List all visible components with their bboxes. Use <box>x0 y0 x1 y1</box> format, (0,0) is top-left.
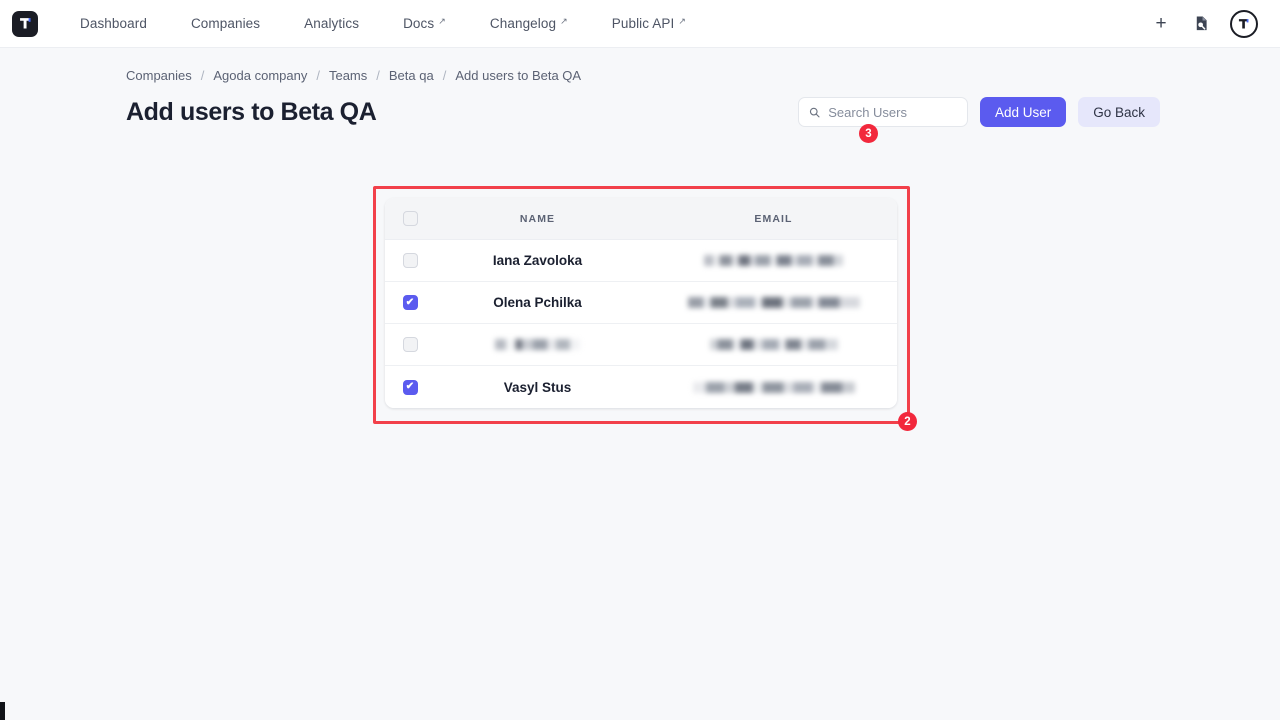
annotation-badge-2: 2 <box>898 412 917 431</box>
cell-name: Olena Pchilka <box>435 295 650 310</box>
page-title: Add users to Beta QA <box>126 97 377 126</box>
search-users-box[interactable] <box>797 97 968 127</box>
cell-email <box>650 297 897 308</box>
header-actions: Add User Go Back 3 <box>797 97 1160 143</box>
breadcrumb: Companies / Agoda company / Teams / Beta… <box>0 48 1280 83</box>
page-header: Add users to Beta QA Add User Go Back 3 <box>0 83 1280 143</box>
table-body: ✔ Iana Zavoloka ✔ Olena Pchilk <box>385 240 897 408</box>
table-row[interactable]: ✔ Olena Pchilka <box>385 282 897 324</box>
user-name-redacted <box>495 339 580 350</box>
breadcrumb-item-beta-qa[interactable]: Beta qa <box>388 68 434 83</box>
cell-email <box>650 381 897 393</box>
nav-link-label: Analytics <box>304 16 360 31</box>
breadcrumb-separator: / <box>200 68 205 83</box>
breadcrumb-item-current: Add users to Beta QA <box>455 68 582 83</box>
column-header-name: NAME <box>435 213 650 225</box>
plus-icon: + <box>1155 13 1167 34</box>
check-icon: ✔ <box>405 381 415 392</box>
user-name: Iana Zavoloka <box>492 253 583 268</box>
nav-link-label: Companies <box>190 16 261 31</box>
breadcrumb-item-teams[interactable]: Teams <box>328 68 368 83</box>
column-header-email: EMAIL <box>650 213 897 225</box>
search-icon <box>809 107 820 117</box>
add-button[interactable]: + <box>1150 13 1172 35</box>
go-back-button[interactable]: Go Back <box>1078 97 1160 127</box>
add-user-button[interactable]: Add User <box>979 97 1067 127</box>
table-row[interactable]: ✔ Iana Zavoloka <box>385 240 897 282</box>
row-checkbox[interactable]: ✔ <box>402 379 418 395</box>
user-avatar-icon[interactable] <box>1230 9 1258 38</box>
nav-link-companies[interactable]: Companies <box>169 10 282 37</box>
nav-link-label: Dashboard <box>80 16 147 31</box>
highlight-region-users-table: 2 <box>373 186 917 431</box>
cell-name: Vasyl Stus <box>435 380 650 395</box>
user-name: Vasyl Stus <box>503 379 572 395</box>
breadcrumb-separator: / <box>316 68 320 83</box>
nav-link-label: Public API <box>611 16 675 31</box>
cell-name: Iana Zavoloka <box>435 253 650 268</box>
annotation-badge-3: 3 <box>858 124 878 143</box>
nav-link-changelog[interactable]: Changelog ↗ <box>468 10 590 37</box>
external-link-icon: ↗ <box>438 16 446 26</box>
external-link-icon: ↗ <box>560 16 568 26</box>
user-name: Olena Pchilka <box>493 295 582 310</box>
row-select-cell: ✔ <box>385 295 435 310</box>
row-select-cell: ✔ <box>385 253 435 268</box>
nav-link-label: Changelog <box>489 16 557 31</box>
nav-link-label: Docs <box>403 16 435 31</box>
row-select-cell: ✔ <box>385 379 435 395</box>
breadcrumb-item-companies[interactable]: Companies <box>126 68 192 83</box>
screen-edge-artifact <box>0 702 5 720</box>
nav-links: Dashboard Companies Analytics Docs ↗ Cha… <box>58 10 708 37</box>
row-checkbox[interactable]: ✔ <box>402 337 418 352</box>
nav-link-analytics[interactable]: Analytics <box>282 10 381 37</box>
cell-email <box>650 255 897 266</box>
column-header-email-label: EMAIL <box>754 212 793 225</box>
table-header-row: ✔ NAME EMAIL <box>385 198 897 240</box>
top-navbar: Dashboard Companies Analytics Docs ↗ Cha… <box>0 0 1280 48</box>
cell-name <box>435 339 650 350</box>
row-checkbox[interactable]: ✔ <box>402 253 418 268</box>
app-logo-t-icon[interactable] <box>12 10 38 37</box>
breadcrumb-separator: / <box>376 68 380 83</box>
select-all-cell: ✔ <box>385 211 435 226</box>
external-link-icon: ↗ <box>678 16 686 26</box>
nav-link-docs[interactable]: Docs ↗ <box>381 10 468 37</box>
cell-email <box>650 339 897 350</box>
table-row[interactable]: ✔ Vasyl Stus <box>385 366 897 408</box>
users-table: ✔ NAME EMAIL ✔ Iana Zavoloka <box>385 198 897 408</box>
column-header-name-label: NAME <box>519 212 556 225</box>
user-email-redacted <box>709 339 838 350</box>
document-search-icon[interactable] <box>1190 13 1212 35</box>
select-all-checkbox[interactable]: ✔ <box>402 211 418 226</box>
nav-link-dashboard[interactable]: Dashboard <box>58 10 169 37</box>
table-row[interactable]: ✔ <box>385 324 897 366</box>
user-email-redacted <box>692 381 855 393</box>
nav-link-public-api[interactable]: Public API ↗ <box>590 10 708 37</box>
row-checkbox[interactable]: ✔ <box>402 295 418 310</box>
check-icon: ✔ <box>405 296 415 308</box>
user-email-redacted <box>687 297 860 308</box>
breadcrumb-item-agoda-company[interactable]: Agoda company <box>213 68 308 83</box>
navbar-actions: + <box>1150 9 1264 38</box>
breadcrumb-separator: / <box>442 68 447 83</box>
user-email-redacted <box>704 255 843 266</box>
search-input[interactable] <box>828 104 957 120</box>
row-select-cell: ✔ <box>385 337 435 352</box>
page-content: Companies / Agoda company / Teams / Beta… <box>0 48 1280 431</box>
